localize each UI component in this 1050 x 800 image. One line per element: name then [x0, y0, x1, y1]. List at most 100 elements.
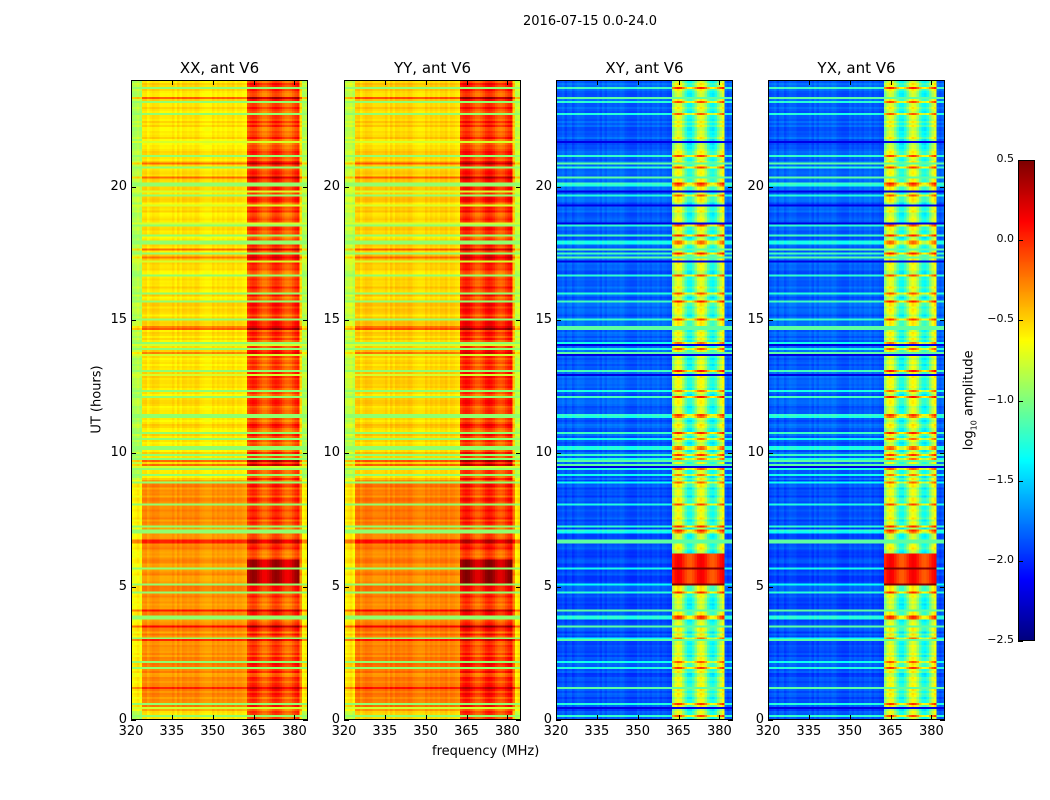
- y-tick-mark: [131, 320, 136, 321]
- x-tick-mark: [384, 80, 386, 85]
- x-tick-label: 380: [494, 724, 520, 739]
- heatmap-image: [769, 81, 944, 719]
- y-tick-mark: [768, 186, 773, 188]
- y-tick-label: 5: [118, 578, 127, 594]
- y-tick-label: 5: [755, 578, 764, 594]
- x-tick-mark: [507, 715, 509, 720]
- colorbar-tick-mark: [1018, 240, 1023, 242]
- x-tick-label: 320: [118, 724, 144, 739]
- x-tick-mark: [596, 715, 598, 720]
- x-tick-label: 320: [331, 724, 357, 739]
- x-tick-mark: [849, 80, 851, 85]
- colorbar-label-log: log: [961, 430, 977, 451]
- colorbar-tick-mark: [1018, 560, 1023, 562]
- x-tick-mark: [849, 715, 851, 720]
- x-tick-label: 365: [878, 724, 903, 739]
- y-tick-mark: [768, 320, 773, 321]
- x-tick-label: 350: [413, 724, 439, 739]
- x-tick-mark: [596, 80, 598, 85]
- colorbar-label-rest: amplitude: [961, 350, 977, 421]
- colorbar-tick-label: −1.0: [987, 392, 1014, 406]
- heatmap-image: [132, 81, 307, 719]
- y-tick-mark: [131, 453, 136, 455]
- y-tick-mark: [940, 586, 945, 588]
- x-tick-label: 365: [666, 724, 691, 739]
- y-tick-mark: [556, 320, 561, 321]
- x-tick-mark: [294, 715, 296, 720]
- y-tick-mark: [940, 186, 945, 188]
- y-tick-mark: [556, 453, 561, 455]
- colorbar-tick-label: −0.5: [987, 312, 1014, 326]
- y-tick-mark: [516, 320, 521, 321]
- y-tick-label: 5: [543, 578, 552, 594]
- x-tick-mark: [384, 715, 386, 720]
- x-tick-mark: [466, 715, 468, 720]
- x-tick-mark: [253, 715, 255, 720]
- x-tick-mark: [294, 80, 296, 85]
- y-tick-label: 5: [331, 578, 340, 594]
- x-tick-mark: [637, 80, 639, 85]
- x-tick-mark: [253, 80, 255, 85]
- x-tick-label: 365: [241, 724, 266, 739]
- y-tick-mark: [940, 320, 945, 321]
- colorbar-tick-label: −2.5: [987, 633, 1014, 646]
- x-tick-mark: [719, 80, 721, 85]
- y-tick-label: 10: [747, 445, 764, 461]
- y-tick-mark: [516, 186, 521, 188]
- y-tick-mark: [728, 320, 733, 321]
- colorbar-gradient: [1019, 161, 1034, 640]
- heatmap-panel: [131, 80, 308, 720]
- y-tick-mark: [516, 453, 521, 455]
- x-tick-label: 350: [625, 724, 651, 739]
- y-tick-mark: [344, 186, 349, 188]
- x-tick-mark: [931, 715, 933, 720]
- x-tick-mark: [556, 715, 557, 720]
- y-tick-mark: [344, 453, 349, 455]
- y-tick-mark: [940, 720, 945, 721]
- colorbar-tick-label: −1.5: [987, 472, 1014, 486]
- y-tick-label: 10: [323, 445, 340, 461]
- colorbar-tick-mark: [1018, 480, 1023, 482]
- x-tick-mark: [678, 80, 680, 85]
- y-tick-mark: [303, 320, 308, 321]
- x-tick-mark: [678, 715, 680, 720]
- x-tick-mark: [808, 80, 810, 85]
- x-tick-mark: [808, 715, 810, 720]
- y-tick-mark: [303, 586, 308, 588]
- y-tick-mark: [344, 320, 349, 321]
- y-tick-label: 0: [118, 712, 127, 727]
- panel-title: YY, ant V6: [393, 59, 471, 77]
- x-tick-mark: [425, 715, 427, 720]
- x-tick-label: 350: [837, 724, 863, 739]
- x-tick-label: 335: [796, 724, 822, 739]
- x-tick-label: 320: [543, 724, 569, 739]
- x-tick-mark: [768, 715, 769, 720]
- y-tick-mark: [768, 453, 773, 455]
- panel-title: XY, ant V6: [605, 59, 684, 77]
- panel-title: YX, ant V6: [817, 59, 896, 77]
- y-tick-mark: [728, 453, 733, 455]
- x-tick-label: 380: [706, 724, 732, 739]
- y-tick-label: 15: [535, 312, 552, 327]
- heatmap-panel: [768, 80, 945, 720]
- colorbar-tick-mark: [1018, 400, 1023, 402]
- x-tick-mark: [768, 80, 769, 85]
- y-tick-label: 0: [755, 712, 764, 727]
- x-tick-label: 380: [918, 724, 944, 739]
- y-tick-mark: [556, 586, 561, 588]
- x-tick-mark: [344, 80, 345, 85]
- y-tick-mark: [303, 453, 308, 455]
- y-axis-label: UT (hours): [89, 365, 105, 434]
- y-tick-label: 15: [747, 312, 764, 327]
- x-tick-mark: [890, 715, 892, 720]
- y-tick-label: 20: [323, 178, 340, 194]
- y-tick-label: 20: [747, 178, 764, 194]
- y-tick-mark: [728, 186, 733, 188]
- x-tick-label: 380: [281, 724, 307, 739]
- heatmap-image: [345, 81, 520, 719]
- x-tick-mark: [131, 80, 132, 85]
- x-tick-mark: [344, 715, 345, 720]
- y-tick-mark: [768, 586, 773, 588]
- x-axis-label: frequency (MHz): [432, 744, 540, 759]
